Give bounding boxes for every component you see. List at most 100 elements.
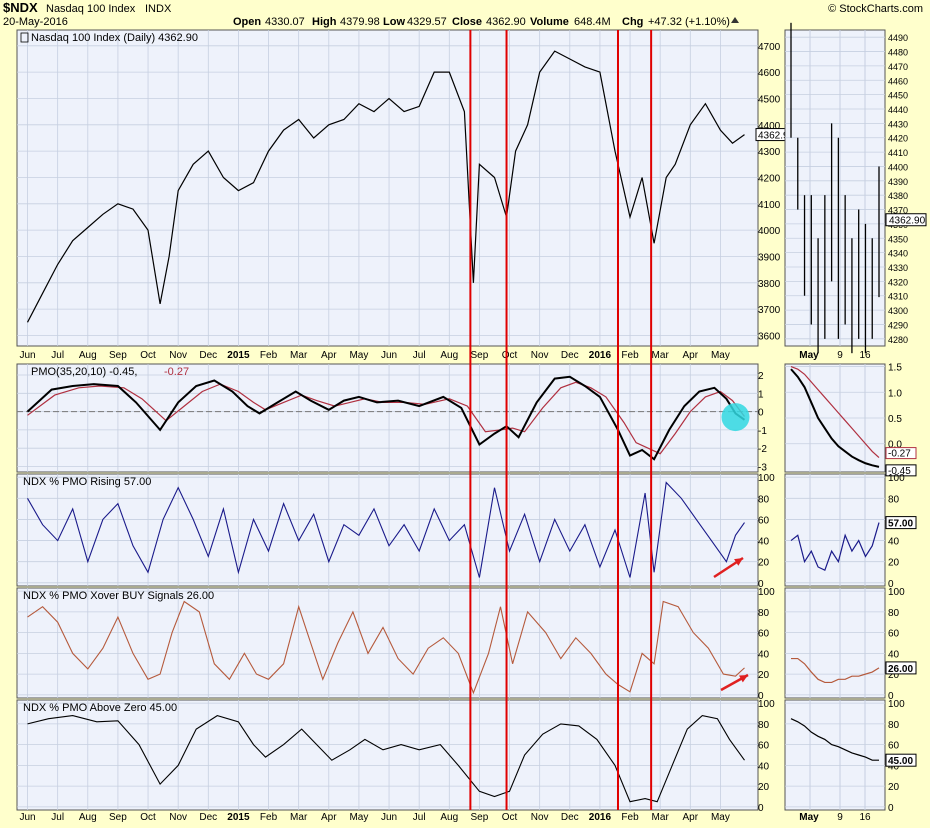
zoom-end-box xyxy=(885,464,917,477)
x-month-label: Jun xyxy=(19,350,35,361)
low-label: Low xyxy=(383,16,405,28)
x-month-label: Oct xyxy=(140,812,156,823)
y-tick-label: 0 xyxy=(758,408,764,419)
zoom-end-label: -0.45 xyxy=(888,466,911,477)
close-label: Close xyxy=(452,16,482,28)
zoom-y-tick: 4470 xyxy=(888,62,908,72)
open-label: Open xyxy=(233,16,261,28)
zoom-price-box xyxy=(885,213,927,227)
zoom-y-tick: 100 xyxy=(888,699,905,710)
y-tick-label: 0 xyxy=(758,803,764,814)
rising-arrow-icon-head xyxy=(734,558,743,566)
series-line xyxy=(27,481,745,578)
zoom-y-tick: 4280 xyxy=(888,335,908,345)
y-tick-label: 4000 xyxy=(758,226,781,237)
zoom-y-tick: 4480 xyxy=(888,48,908,58)
x-month-label: Jul xyxy=(51,350,64,361)
zoom-panel-3: 0 20 40 60 80 100 26.00 xyxy=(784,587,917,702)
x-month-label: May xyxy=(349,350,368,361)
zoom-y-tick: 1.5 xyxy=(888,363,902,374)
y-tick-label: 40 xyxy=(758,537,770,548)
y-tick-label: 4200 xyxy=(758,173,781,184)
zoom-frame xyxy=(784,699,886,811)
y-tick-label: 1 xyxy=(758,389,764,400)
panel-3: 0 20 40 60 80 100 NDX % PMO Xover BUY Signals … xyxy=(16,587,775,702)
x-month-label: Aug xyxy=(440,812,458,823)
y-tick-label: 3700 xyxy=(758,305,781,316)
x-month-label: Nov xyxy=(169,812,187,823)
series-line xyxy=(26,50,745,323)
zoom-y-tick: 20 xyxy=(888,670,900,681)
zoom-value-box xyxy=(885,661,917,675)
y-tick-label: 4300 xyxy=(758,147,781,158)
x-month-label: Apr xyxy=(321,350,337,361)
chg-label: Chg xyxy=(622,16,643,28)
zoom-y-tick: 4420 xyxy=(888,134,908,144)
y-tick-label: 100 xyxy=(758,587,775,598)
zoom-value-box xyxy=(885,753,917,767)
x-month-label: 2015 xyxy=(227,350,250,361)
y-tick-label: 3600 xyxy=(758,331,781,342)
x-month-label: Jun xyxy=(381,812,397,823)
zoom-y-tick: 4370 xyxy=(888,206,908,216)
high-label: High xyxy=(312,16,337,28)
index-name: Nasdaq 100 Index xyxy=(46,3,136,15)
zoom-y-tick: 4410 xyxy=(888,148,908,158)
y-tick-label: 4600 xyxy=(758,68,781,79)
y-tick-label: 60 xyxy=(758,741,770,752)
panel-0: 3600 3700 3800 3900 4000 4100 4200 4300 4400 4500… xyxy=(16,29,781,347)
zoom-x-label: 16 xyxy=(859,350,871,361)
zoom-y-tick: 4460 xyxy=(888,76,908,86)
zoom-frame xyxy=(784,29,886,347)
x-month-label: Nov xyxy=(169,350,187,361)
zoom-series-line xyxy=(791,657,880,684)
x-month-label: Jul xyxy=(51,812,64,823)
zoom-value-label: 45.00 xyxy=(888,756,913,767)
zoom-end-label: -0.27 xyxy=(888,449,911,460)
x-month-label: Jun xyxy=(19,812,35,823)
x-month-label: Feb xyxy=(621,350,639,361)
chg-value: +47.32 (+1.10%) xyxy=(648,16,730,28)
x-month-label: May xyxy=(349,812,368,823)
zoom-y-tick: 0 xyxy=(888,803,894,814)
volume-value: 648.4M xyxy=(574,16,611,28)
zoom-x-label: May xyxy=(799,350,819,361)
zoom-y-tick: 40 xyxy=(888,761,900,772)
zoom-series-line xyxy=(790,522,880,571)
x-month-label: Nov xyxy=(531,350,549,361)
x-month-label: Sep xyxy=(471,812,489,823)
y-tick-label: 80 xyxy=(758,608,770,619)
x-month-label: 2016 xyxy=(589,812,612,823)
zoom-y-tick: 4400 xyxy=(888,162,908,172)
open-value: 4330.07 xyxy=(265,16,305,28)
up-triangle-icon xyxy=(731,17,739,23)
x-month-label: Sep xyxy=(109,812,127,823)
y-tick-label: 80 xyxy=(758,494,770,505)
x-month-label: Mar xyxy=(652,350,670,361)
zoom-y-tick: 80 xyxy=(888,608,900,619)
zoom-y-tick: 4450 xyxy=(888,91,908,101)
zoom-y-tick: 60 xyxy=(888,629,900,640)
x-month-label: Oct xyxy=(140,350,156,361)
zoom-y-tick: 4330 xyxy=(888,263,908,273)
zoom-y-tick: 4340 xyxy=(888,249,908,259)
x-month-label: Aug xyxy=(79,350,97,361)
x-month-label: 2015 xyxy=(227,812,250,823)
y-tick-label: 2 xyxy=(758,371,764,382)
x-month-label: Mar xyxy=(290,350,308,361)
zoom-panel-4: 0 20 40 60 80 100 45.00 xyxy=(784,699,917,814)
x-month-label: Aug xyxy=(440,350,458,361)
panel-title: NDX % PMO Xover BUY Signals 26.00 xyxy=(23,590,214,602)
y-tick-label: 100 xyxy=(758,699,775,710)
zoom-series-line xyxy=(790,718,879,761)
x-month-label: Feb xyxy=(621,812,639,823)
zoom-price-label: 4362.90 xyxy=(889,216,926,227)
x-month-label: Jul xyxy=(413,812,426,823)
x-month-label: Feb xyxy=(260,350,278,361)
xover-arrow-icon-head xyxy=(739,675,748,683)
y-tick-label: 3900 xyxy=(758,252,781,263)
y-tick-label: 0 xyxy=(758,691,764,702)
y-tick-label: 4500 xyxy=(758,94,781,105)
x-month-label: Jun xyxy=(381,350,397,361)
